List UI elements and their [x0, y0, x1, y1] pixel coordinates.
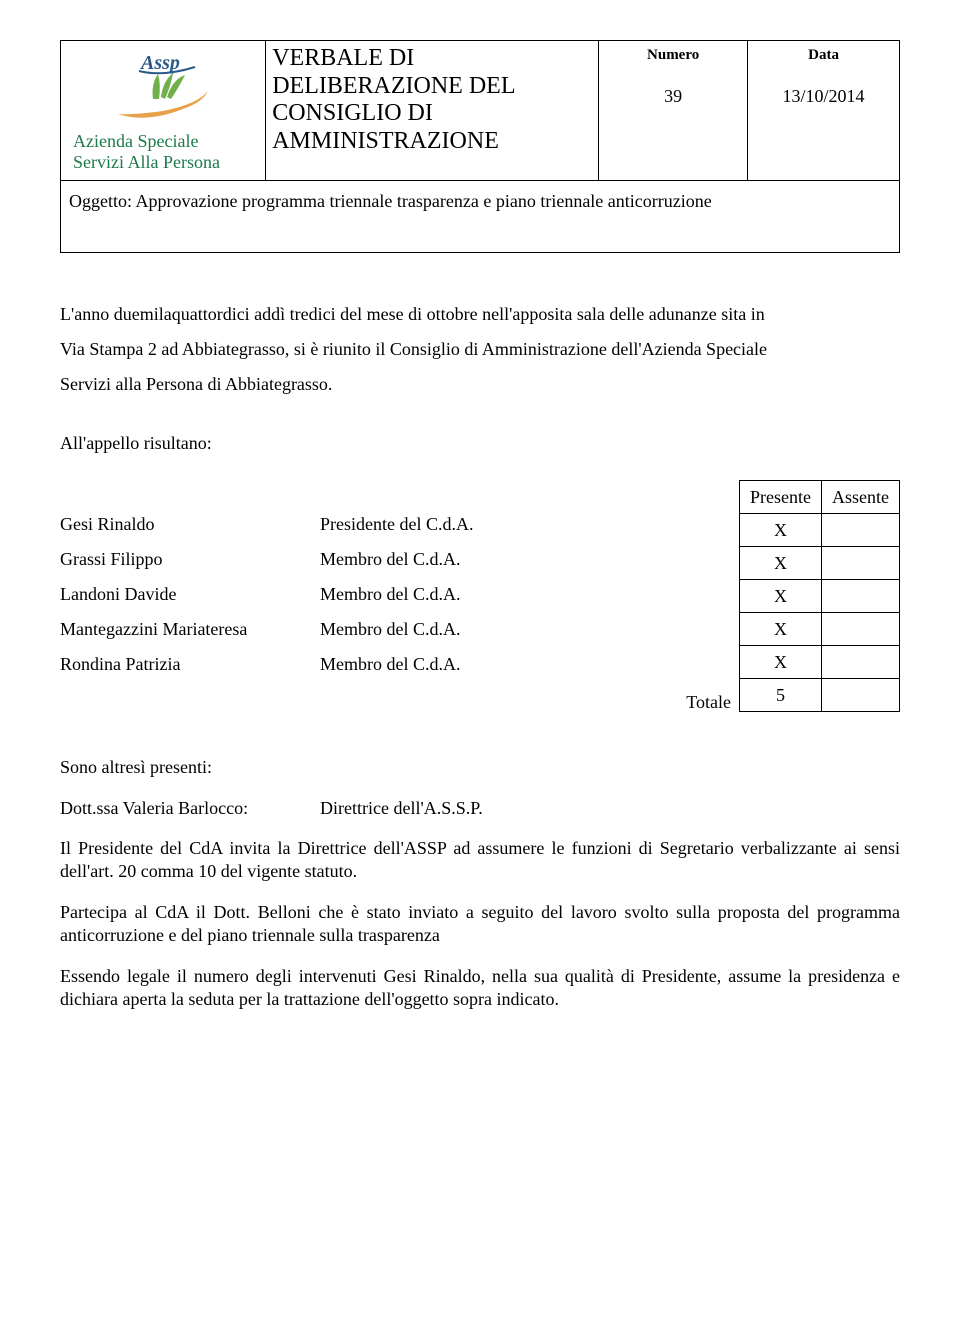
- presente-cell: X: [740, 514, 822, 547]
- paragraph-3: Essendo legale il numero degli intervenu…: [60, 965, 900, 1011]
- subject-text: Approvazione programma triennale traspar…: [136, 191, 712, 211]
- assente-cell: [822, 580, 900, 613]
- attendance-names: Gesi Rinaldo Grassi Filippo Landoni Davi…: [60, 480, 320, 675]
- presence-row: X: [740, 580, 900, 613]
- logo-cell: Assp Azienda Speciale Servizi Alla Perso…: [61, 41, 266, 181]
- subject-box: Oggetto: Approvazione programma triennal…: [60, 181, 900, 253]
- org-name: Azienda Speciale Servizi Alla Persona: [67, 131, 259, 176]
- numero-cell: Numero 39: [599, 41, 748, 181]
- presence-table: Presente Assente X X X X X 5: [739, 480, 900, 712]
- page: Assp Azienda Speciale Servizi Alla Perso…: [0, 0, 960, 1051]
- assente-cell: [822, 613, 900, 646]
- presence-totale-row: 5: [740, 679, 900, 712]
- presence-row: X: [740, 613, 900, 646]
- data-label: Data: [754, 45, 893, 66]
- director-role: Direttrice dell'A.S.S.P.: [320, 798, 483, 819]
- member-name: Landoni Davide: [60, 584, 320, 605]
- member-role: Membro del C.d.A.: [320, 654, 560, 675]
- subject-label: Oggetto:: [69, 191, 132, 211]
- presente-cell: X: [740, 547, 822, 580]
- intro-p1: L'anno duemilaquattordici addì tredici d…: [60, 299, 900, 330]
- assp-logo-icon: Assp: [103, 49, 223, 129]
- totale-assente: [822, 679, 900, 712]
- member-role: Presidente del C.d.A.: [320, 514, 560, 535]
- totale-presente: 5: [740, 679, 822, 712]
- presence-row: X: [740, 514, 900, 547]
- director-line: Dott.ssa Valeria Barlocco: Direttrice de…: [60, 798, 900, 819]
- member-name: Rondina Patrizia: [60, 654, 320, 675]
- appello-label: All'appello risultano:: [60, 433, 900, 454]
- document-title: VERBALE DI DELIBERAZIONE DEL CONSIGLIO D…: [266, 41, 599, 181]
- also-present-label: Sono altresì presenti:: [60, 757, 900, 778]
- assente-cell: [822, 547, 900, 580]
- member-name: Mantegazzini Mariateresa: [60, 619, 320, 640]
- assente-cell: [822, 646, 900, 679]
- member-name: Grassi Filippo: [60, 549, 320, 570]
- presence-row: X: [740, 547, 900, 580]
- attendance-section: Gesi Rinaldo Grassi Filippo Landoni Davi…: [60, 480, 900, 713]
- numero-value: 39: [605, 84, 741, 109]
- totale-label: Totale: [560, 692, 739, 713]
- intro-text: L'anno duemilaquattordici addì tredici d…: [60, 299, 900, 399]
- member-name: Gesi Rinaldo: [60, 514, 320, 535]
- data-value: 13/10/2014: [754, 84, 893, 109]
- member-role: Membro del C.d.A.: [320, 619, 560, 640]
- director-name: Dott.ssa Valeria Barlocco:: [60, 798, 320, 819]
- org-line2: Servizi Alla Persona: [73, 152, 220, 172]
- intro-p3: Servizi alla Persona di Abbiategrasso.: [60, 369, 900, 400]
- paragraph-1: Il Presidente del CdA invita la Direttri…: [60, 837, 900, 883]
- paragraph-2: Partecipa al CdA il Dott. Belloni che è …: [60, 901, 900, 947]
- attendance-roles: Presidente del C.d.A. Membro del C.d.A. …: [320, 480, 560, 675]
- header-table: Assp Azienda Speciale Servizi Alla Perso…: [60, 40, 900, 181]
- presente-cell: X: [740, 613, 822, 646]
- intro-p2: Via Stampa 2 ad Abbiategrasso, si è riun…: [60, 334, 900, 365]
- member-role: Membro del C.d.A.: [320, 549, 560, 570]
- data-cell: Data 13/10/2014: [748, 41, 900, 181]
- presente-cell: X: [740, 646, 822, 679]
- svg-text:Assp: Assp: [139, 52, 180, 74]
- col-assente: Assente: [822, 481, 900, 514]
- presente-cell: X: [740, 580, 822, 613]
- org-line1: Azienda Speciale: [73, 131, 198, 151]
- col-presente: Presente: [740, 481, 822, 514]
- member-role: Membro del C.d.A.: [320, 584, 560, 605]
- presence-header-row: Presente Assente: [740, 481, 900, 514]
- presence-row: X: [740, 646, 900, 679]
- assente-cell: [822, 514, 900, 547]
- numero-label: Numero: [605, 45, 741, 66]
